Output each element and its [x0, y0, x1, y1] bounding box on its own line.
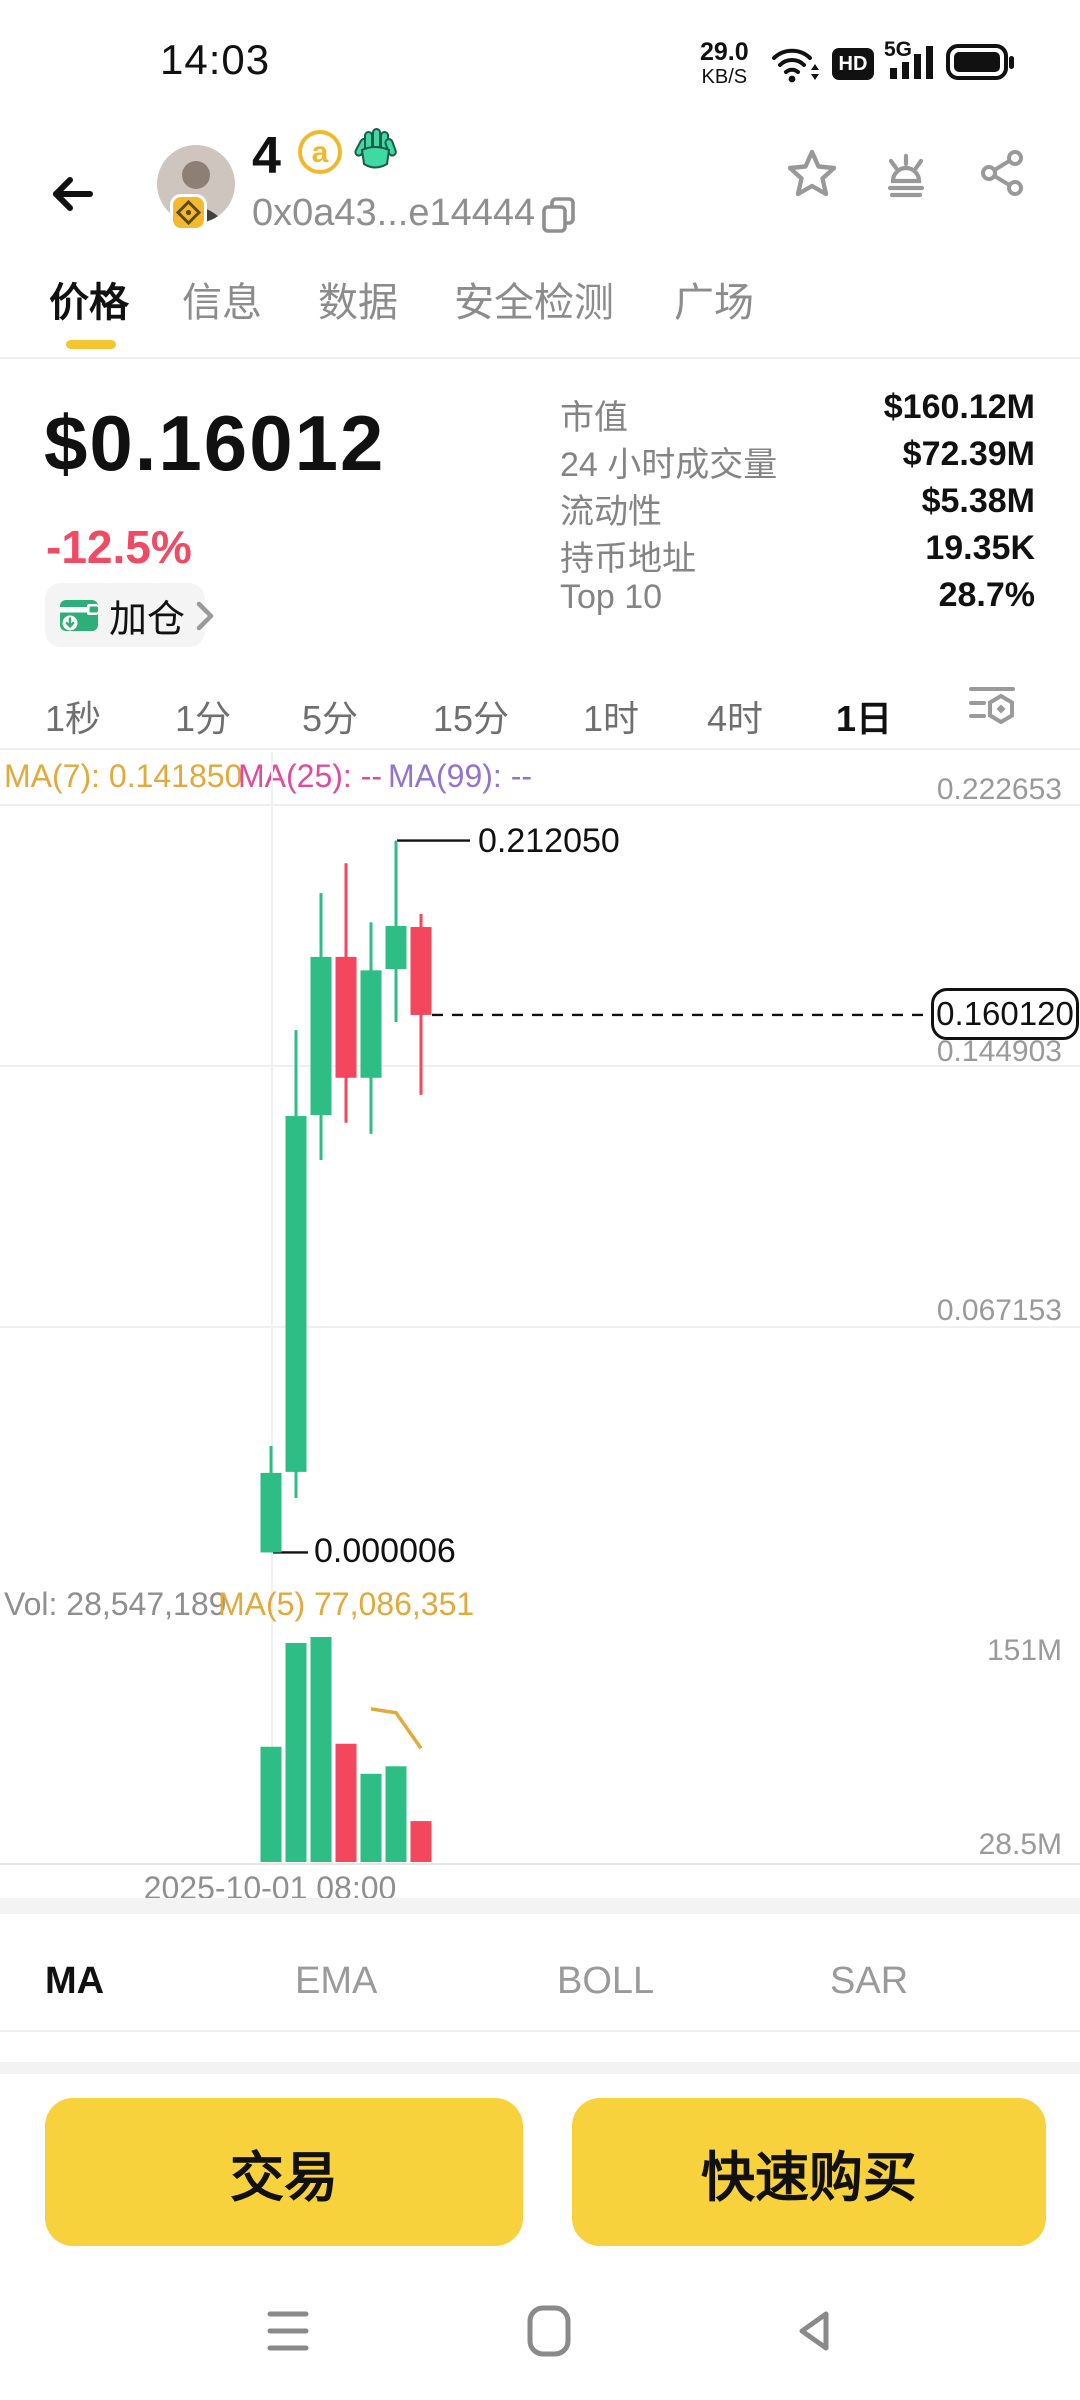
stat-label-holders: 持币地址 — [560, 540, 696, 578]
timeframe-1m[interactable]: 1分 — [175, 698, 232, 739]
contract-address[interactable]: 0x0a43...e14444 — [252, 192, 536, 234]
active-tab-underline — [66, 340, 116, 349]
stat-label-volume: 24 小时成交量 — [560, 446, 778, 484]
indicator-boll[interactable]: BOLL — [557, 1960, 655, 2002]
hand-emoji-icon — [352, 126, 398, 172]
stat-value-top10: 28.7% — [938, 576, 1035, 614]
stat-value-volume: $72.39M — [902, 435, 1035, 473]
price-change: -12.5% — [46, 521, 192, 573]
nav-home-icon[interactable] — [524, 2304, 574, 2358]
alert-icon[interactable] — [880, 148, 932, 200]
chart-top-divider — [0, 748, 1080, 750]
quick-buy-button[interactable]: 快速购买 — [572, 2098, 1046, 2246]
tab-info[interactable]: 信息 — [182, 281, 262, 325]
tab-price[interactable]: 价格 — [49, 281, 129, 325]
chevron-right-icon[interactable] — [192, 596, 218, 636]
price-axis-tick-2: 0.144903 — [936, 1035, 1062, 1068]
timeframe-1d[interactable]: 1日 — [836, 698, 893, 739]
status-time: 14:03 — [160, 36, 271, 83]
indicator-sar[interactable]: SAR — [830, 1960, 909, 2002]
price-axis-tick-3: 0.067153 — [936, 1294, 1062, 1327]
timeframe-4h[interactable]: 4时 — [707, 698, 764, 739]
network-type: 5G — [884, 38, 913, 61]
timeframe-1s[interactable]: 1秒 — [45, 698, 102, 739]
ma99-value: MA(99): -- — [388, 758, 532, 794]
chain-badge-icon — [170, 194, 207, 231]
section-band-2 — [0, 2062, 1080, 2074]
volume-axis-tick-max: 151M — [986, 1634, 1062, 1667]
last-price-tag: 0.160120 — [931, 988, 1079, 1040]
tab-security[interactable]: 安全检测 — [454, 281, 614, 325]
position-badge-label: 加仓 — [109, 598, 186, 641]
share-icon[interactable] — [978, 148, 1028, 198]
ma7-value: MA(7): 0.141850 — [4, 758, 243, 794]
tab-data[interactable]: 数据 — [318, 281, 398, 325]
stat-value-mcap: $160.12M — [883, 388, 1035, 426]
high-price-annotation: 0.212050 — [478, 822, 620, 860]
wifi-icon — [770, 42, 822, 86]
volume-value: Vol: 28,547,189 — [4, 1586, 227, 1622]
stat-label-liquidity: 流动性 — [560, 493, 662, 531]
indicator-ema[interactable]: EMA — [295, 1960, 378, 2002]
stat-label-mcap: 市值 — [560, 399, 628, 437]
current-price: $0.16012 — [44, 399, 386, 487]
section-band-1 — [0, 1898, 1080, 1914]
net-speed-unit: KB/S — [701, 66, 748, 88]
at-badge-icon: a — [298, 130, 342, 174]
battery-icon — [946, 44, 1016, 82]
price-axis-tick-1: 0.222653 — [936, 773, 1062, 806]
indicator-ma[interactable]: MA — [45, 1960, 105, 2002]
stat-label-top10: Top 10 — [560, 578, 663, 616]
tab-square[interactable]: 广场 — [674, 281, 754, 325]
net-speed: 29.0 KB/S — [700, 38, 749, 88]
token-name: 4 — [252, 127, 281, 185]
copy-address-icon[interactable] — [540, 196, 578, 234]
stat-value-liquidity: $5.38M — [921, 482, 1035, 520]
wallet-icon — [59, 597, 99, 633]
volume-axis-tick-min: 28.5M — [978, 1828, 1062, 1861]
nav-menu-icon[interactable] — [266, 2308, 310, 2354]
net-speed-value: 29.0 — [700, 38, 749, 66]
back-button[interactable] — [48, 172, 94, 216]
header-divider — [0, 357, 1080, 359]
position-badge[interactable]: 加仓 — [45, 583, 206, 647]
timeframe-5m[interactable]: 5分 — [302, 698, 359, 739]
timeframe-15m[interactable]: 15分 — [433, 698, 510, 739]
nav-back-icon[interactable] — [792, 2308, 836, 2354]
low-price-annotation: 0.000006 — [314, 1532, 456, 1570]
chart-settings-icon[interactable] — [968, 684, 1018, 730]
trade-button[interactable]: 交易 — [45, 2098, 523, 2246]
timeframe-1h[interactable]: 1时 — [583, 698, 640, 739]
signal-5g-icon: 5G — [884, 38, 940, 80]
hd-badge: HD — [832, 48, 874, 80]
candlestick-chart[interactable] — [0, 748, 1080, 1910]
volume-ma5-value: MA(5) 77,086,351 — [218, 1586, 475, 1622]
indicator-divider — [0, 2030, 1080, 2032]
favorite-star-icon[interactable] — [786, 148, 838, 200]
ma25-value: MA(25): -- — [238, 758, 382, 794]
stat-value-holders: 19.35K — [925, 529, 1035, 567]
